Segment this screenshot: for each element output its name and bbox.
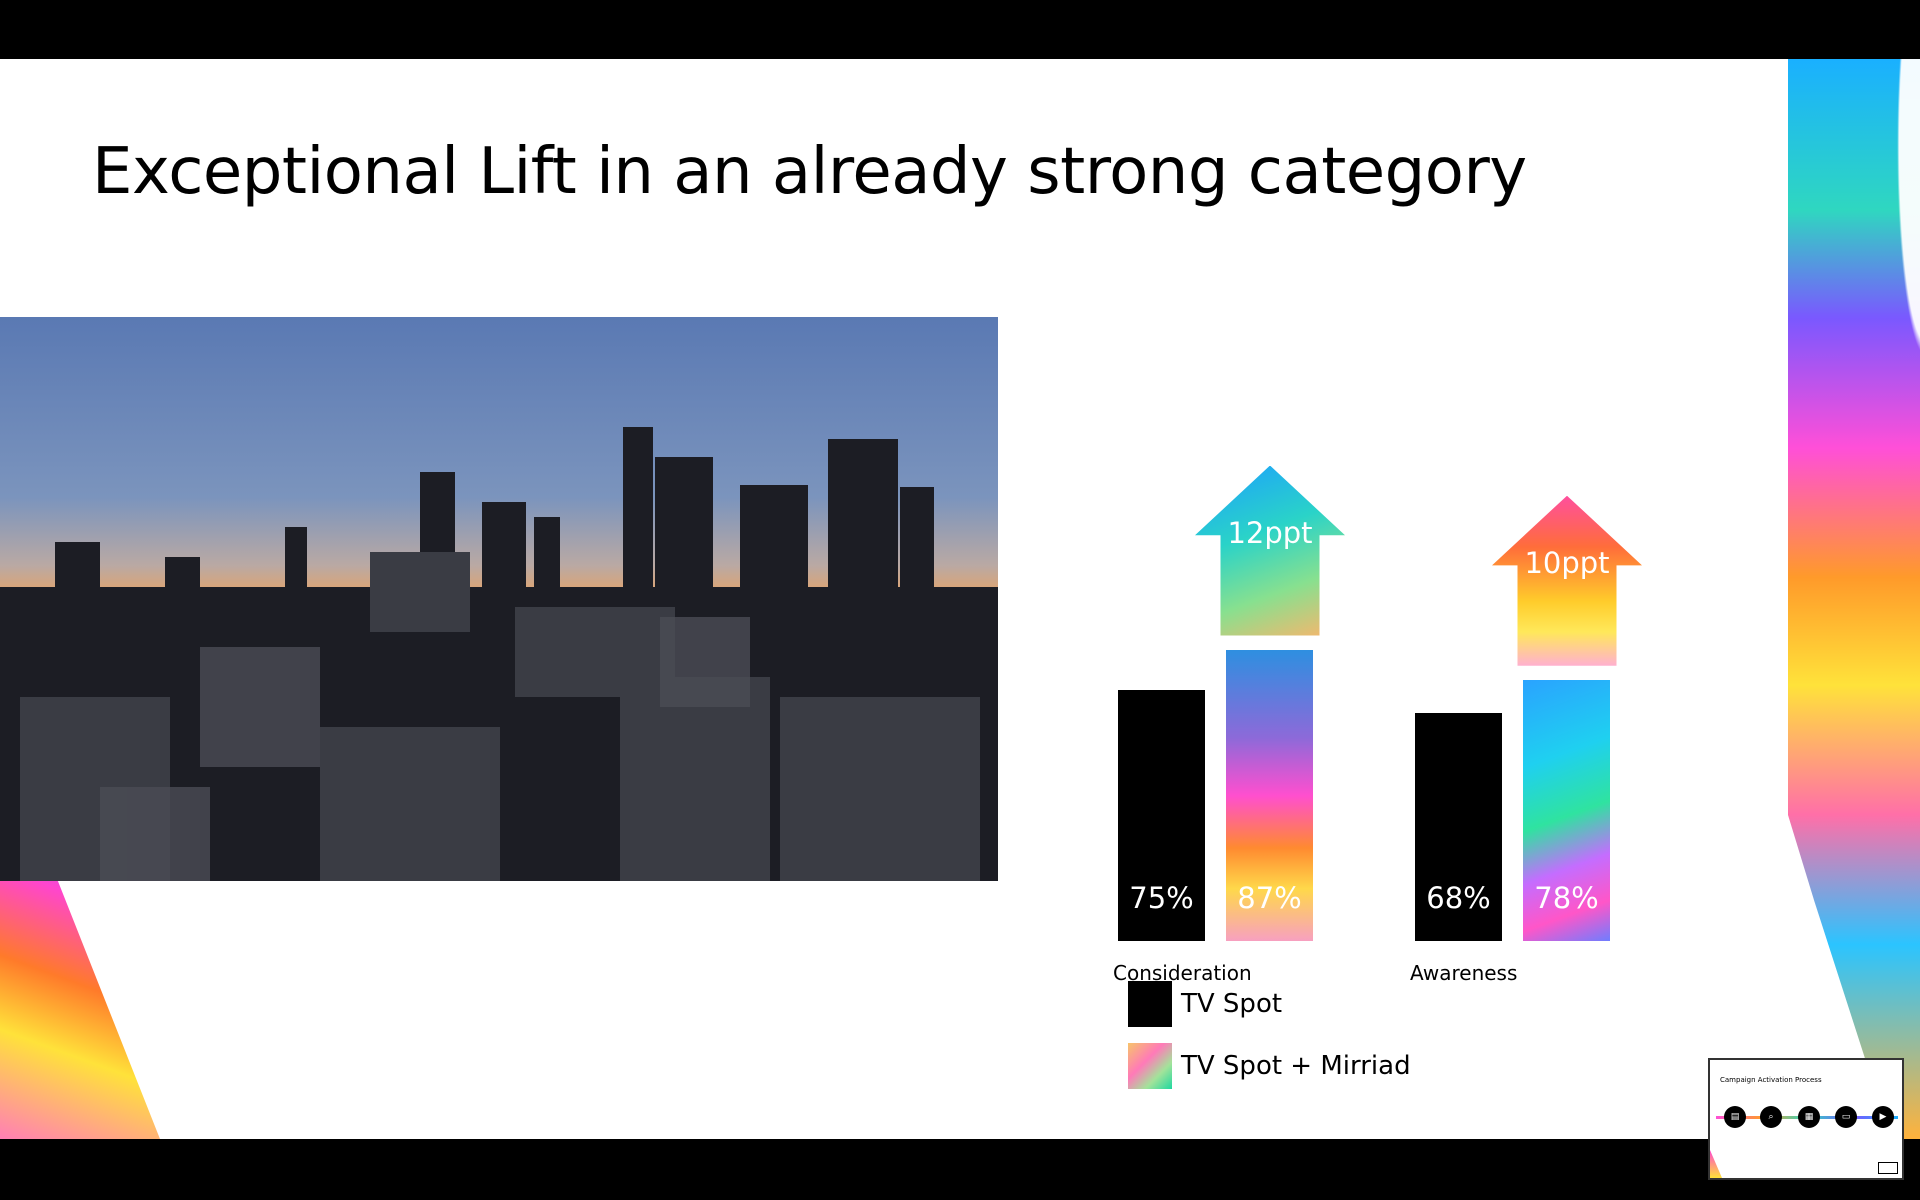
- skyline-illustration: [0, 427, 998, 881]
- lift-label: 10ppt: [1524, 545, 1610, 580]
- lift-arrow: 10ppt: [1492, 495, 1642, 666]
- bar-value-label: 78%: [1534, 880, 1599, 915]
- presentation-slide: Exceptional Lift in an already strong ca…: [0, 59, 1920, 1139]
- screen-icon: ▭: [1835, 1106, 1857, 1128]
- thumbnail-title: Campaign Activation Process: [1720, 1076, 1822, 1084]
- legend-item-tv-spot-mirriad: TV Spot + Mirriad: [1128, 1043, 1411, 1089]
- search-icon: ⌕: [1760, 1106, 1782, 1128]
- thumbnail-ribbon: [1710, 1150, 1722, 1178]
- play-icon: ▶: [1872, 1106, 1894, 1128]
- bar-tv-spot-mirriad: 78%: [1523, 679, 1610, 941]
- lift-bar-chart: 75% 87% 12ppt Consideration 68% 78% 10ppt Aware…: [1080, 317, 1680, 1117]
- legend-swatch-tv-spot-mirriad: [1128, 1043, 1172, 1089]
- legend-item-tv-spot: TV Spot: [1128, 981, 1411, 1027]
- lift-arrow: 12ppt: [1195, 465, 1345, 636]
- city-skyline-photo: [0, 317, 998, 881]
- calendar-icon: ▦: [1798, 1106, 1820, 1128]
- chart-legend: TV Spot TV Spot + Mirriad: [1128, 981, 1411, 1105]
- lift-label: 12ppt: [1227, 515, 1313, 550]
- gradient-ribbon-right: [1788, 59, 1920, 1139]
- bar-value-label: 87%: [1237, 880, 1302, 915]
- legend-label-tv-spot: TV Spot: [1181, 989, 1283, 1019]
- bar-value-label: 68%: [1426, 880, 1491, 915]
- category-label: Awareness: [1410, 961, 1518, 985]
- next-slide-thumbnail[interactable]: Campaign Activation Process ▤ ⌕ ▦ ▭ ▶: [1708, 1058, 1904, 1180]
- slide-title: Exceptional Lift in an already strong ca…: [92, 135, 1527, 209]
- bar-value-label: 75%: [1129, 881, 1194, 915]
- bar-tv-spot-mirriad: 87%: [1226, 649, 1313, 941]
- legend-swatch-tv-spot: [1128, 981, 1172, 1027]
- thumbnail-screen-icon: [1878, 1162, 1898, 1174]
- document-icon: ▤: [1724, 1106, 1746, 1128]
- bar-tv-spot: 68%: [1415, 713, 1502, 941]
- legend-label-tv-spot-mirriad: TV Spot + Mirriad: [1181, 1051, 1411, 1081]
- bar-tv-spot: 75%: [1118, 689, 1205, 941]
